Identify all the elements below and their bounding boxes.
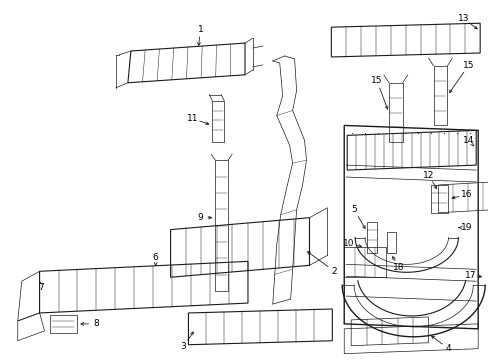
Text: 6: 6 xyxy=(153,253,159,262)
Text: 4: 4 xyxy=(445,344,451,353)
Text: 18: 18 xyxy=(393,263,405,272)
Text: 14: 14 xyxy=(463,136,474,145)
Text: 17: 17 xyxy=(465,271,476,280)
Text: 3: 3 xyxy=(181,342,186,351)
Text: 15: 15 xyxy=(463,62,474,71)
Text: 7: 7 xyxy=(39,283,45,292)
Text: 10: 10 xyxy=(343,239,355,248)
Text: 2: 2 xyxy=(332,267,337,276)
Text: 15: 15 xyxy=(371,76,383,85)
Text: 19: 19 xyxy=(461,223,472,232)
Text: 13: 13 xyxy=(458,14,469,23)
Text: 12: 12 xyxy=(423,171,434,180)
Text: 9: 9 xyxy=(197,213,203,222)
Text: 11: 11 xyxy=(187,114,198,123)
Text: 1: 1 xyxy=(197,25,203,34)
Text: 5: 5 xyxy=(351,205,357,214)
Text: 8: 8 xyxy=(93,319,99,328)
Text: 16: 16 xyxy=(461,190,472,199)
